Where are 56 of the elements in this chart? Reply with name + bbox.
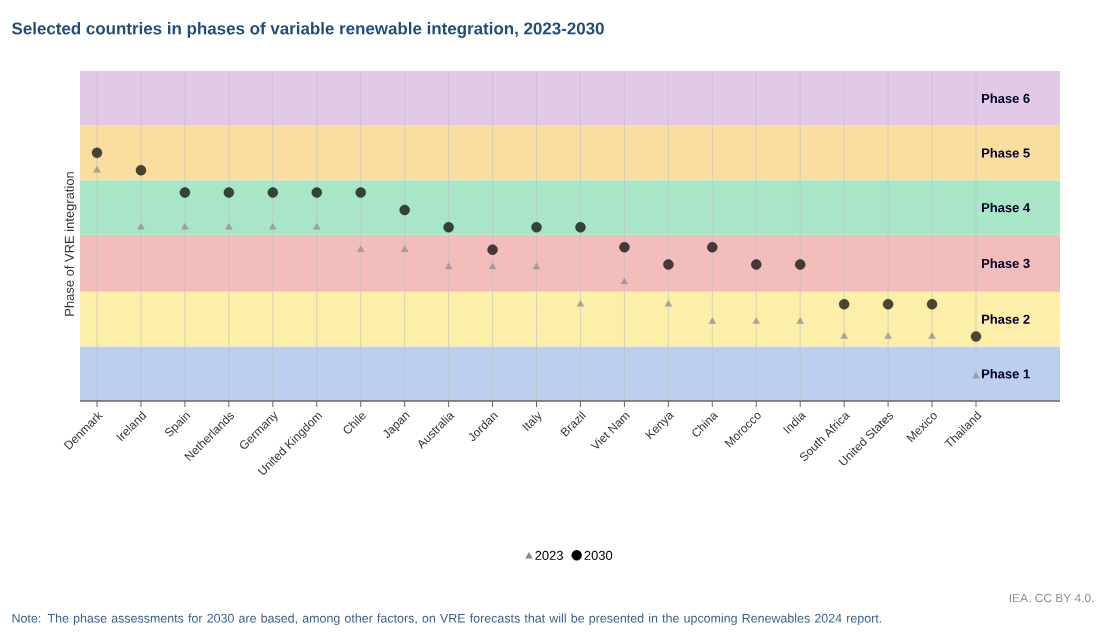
- chart-title: Selected countries in phases of variable renewable integration, 2023-2030: [12, 22, 604, 38]
- point: [267, 187, 279, 198]
- point: [313, 223, 321, 230]
- point: [269, 223, 277, 230]
- point: [838, 299, 850, 310]
- point: [752, 317, 760, 324]
- point: [707, 241, 718, 253]
- band-label: Phase 2: [982, 314, 1030, 324]
- point: [135, 165, 147, 176]
- legend-label: 2030: [584, 550, 613, 560]
- point: [708, 317, 716, 324]
- y-axis-title: Phase of VRE integration: [64, 172, 77, 316]
- point: [928, 332, 936, 339]
- point: [882, 299, 894, 310]
- point: [972, 371, 980, 379]
- point: [488, 262, 497, 270]
- point: [137, 223, 145, 230]
- band-label: Phase 5: [982, 148, 1030, 158]
- point: [884, 332, 892, 339]
- point: [576, 300, 585, 307]
- point: [223, 187, 235, 198]
- text: Note: The phase assessments for 2030 are based, among other factors, on VRE forecasts that will be presented in the upcoming Renewables 2024 report.: [12, 613, 882, 626]
- point: [531, 222, 542, 233]
- point: [444, 262, 453, 270]
- point: [181, 223, 189, 230]
- x-tick-label: Italy: [522, 411, 542, 431]
- point: [399, 204, 410, 216]
- band-label: Phase 6: [982, 93, 1030, 104]
- point: [970, 331, 982, 342]
- point: [663, 259, 674, 270]
- point: [355, 187, 366, 198]
- point: [225, 223, 233, 230]
- point: [619, 241, 630, 253]
- point: [575, 222, 586, 233]
- band-label: Phase 4: [982, 202, 1031, 213]
- point: [357, 245, 365, 252]
- point: [93, 166, 101, 173]
- point: [795, 259, 806, 270]
- point: [664, 300, 673, 307]
- text: IEA. CC BY 4.0.: [1009, 593, 1094, 603]
- point: [751, 259, 762, 270]
- point: [91, 147, 103, 159]
- point: [840, 332, 848, 339]
- point: [311, 187, 322, 198]
- band-label: Phase 3: [982, 258, 1030, 269]
- band-label: Phase 1: [982, 368, 1030, 379]
- point: [487, 244, 498, 255]
- point: [926, 299, 938, 310]
- point: [796, 317, 804, 324]
- point: [620, 277, 629, 285]
- point: [401, 245, 409, 252]
- point: [532, 262, 541, 270]
- x-tick-label: Viet Nam: [590, 412, 630, 449]
- legend-label: 2023: [535, 550, 563, 560]
- point: [179, 187, 191, 198]
- point: [443, 222, 454, 233]
